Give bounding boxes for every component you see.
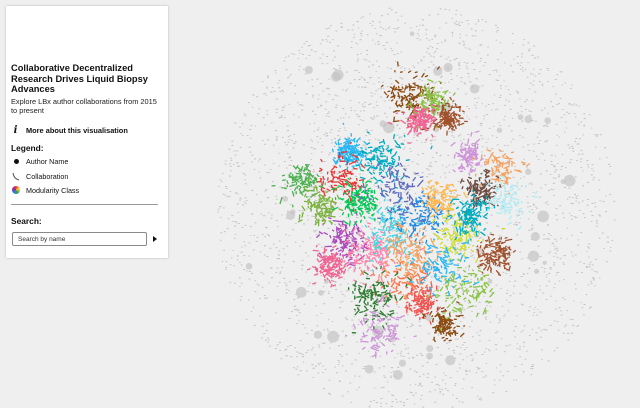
peripheral-cluster <box>530 232 540 241</box>
legend-heading: Legend: <box>11 143 44 153</box>
legend-item-modularity: Modularity Class <box>11 185 161 195</box>
search-submit-button[interactable] <box>150 234 160 244</box>
community-cluster <box>387 103 441 144</box>
peripheral-cluster <box>313 330 322 339</box>
peripheral-cluster <box>496 127 503 133</box>
peripheral-cluster <box>282 196 288 202</box>
peripheral-cluster <box>318 289 324 296</box>
peripheral-cluster <box>409 31 415 37</box>
community-cluster <box>380 190 450 245</box>
about-visualisation-label: More about this visualisation <box>26 125 128 135</box>
peripheral-cluster <box>425 314 433 322</box>
peripheral-nodes <box>217 7 616 408</box>
search-heading: Search: <box>11 216 42 226</box>
panel-divider <box>11 204 158 205</box>
community-cluster <box>345 289 417 359</box>
page-subtitle: Explore LBx author collaborations from 2… <box>11 97 157 115</box>
peripheral-cluster <box>544 117 551 124</box>
community-cluster <box>481 171 539 231</box>
play-triangle-icon <box>153 236 157 242</box>
peripheral-cluster <box>433 66 443 76</box>
community-cluster <box>297 178 344 227</box>
peripheral-cluster <box>537 210 549 223</box>
community-cluster <box>426 258 495 332</box>
community-cluster <box>345 131 433 193</box>
info-icon: i <box>13 124 18 136</box>
peripheral-cluster <box>487 278 493 284</box>
legend-label: Modularity Class <box>26 185 80 195</box>
peripheral-cluster <box>426 352 433 360</box>
search-input[interactable] <box>12 232 147 246</box>
legend-item-collaboration: Collaboration <box>11 171 161 181</box>
legend-item-author: Author Name <box>11 156 161 166</box>
community-cluster <box>347 265 412 334</box>
community-cluster <box>360 241 436 314</box>
info-panel <box>6 6 168 258</box>
community-cluster <box>331 169 379 227</box>
color-wheel-icon <box>11 185 21 195</box>
peripheral-cluster <box>304 66 313 74</box>
node-dot-icon <box>11 156 21 166</box>
peripheral-cluster <box>527 250 540 262</box>
community-cluster <box>421 96 468 136</box>
peripheral-cluster <box>398 359 407 367</box>
peripheral-cluster <box>469 84 480 94</box>
peripheral-cluster <box>290 209 296 215</box>
community-cluster <box>446 190 496 241</box>
community-cluster <box>271 163 323 208</box>
peripheral-cluster <box>393 370 403 380</box>
community-cluster <box>306 244 354 288</box>
legend-label: Author Name <box>26 156 69 166</box>
peripheral-cluster <box>525 168 532 175</box>
legend-label: Collaboration <box>26 171 69 181</box>
peripheral-cluster <box>517 114 524 120</box>
community-cluster <box>331 122 368 171</box>
peripheral-cluster <box>426 345 434 352</box>
community-cluster <box>395 238 480 297</box>
community-cluster <box>421 301 466 343</box>
peripheral-cluster <box>534 268 540 274</box>
peripheral-cluster <box>443 62 453 73</box>
peripheral-cluster <box>445 355 456 366</box>
edge-line-icon <box>11 171 21 181</box>
peripheral-cluster <box>475 247 484 255</box>
peripheral-cluster <box>295 286 307 298</box>
community-cluster <box>405 78 456 129</box>
peripheral-cluster <box>542 260 547 265</box>
community-cluster <box>450 130 498 176</box>
community-cluster <box>431 207 506 264</box>
page-title: Collaborative Decentralized Research Dri… <box>11 63 148 95</box>
peripheral-cluster <box>563 174 576 187</box>
peripheral-cluster <box>245 263 253 270</box>
about-visualisation-link[interactable]: i More about this visualisation <box>11 124 161 136</box>
peripheral-cluster <box>327 330 339 343</box>
peripheral-cluster <box>364 364 374 374</box>
peripheral-cluster <box>379 120 387 128</box>
peripheral-cluster <box>524 115 533 124</box>
community-cluster <box>353 162 430 222</box>
peripheral-cluster <box>331 71 341 82</box>
community-cluster <box>476 233 516 277</box>
